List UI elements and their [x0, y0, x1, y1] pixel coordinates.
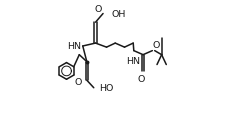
- Text: O: O: [153, 41, 160, 50]
- Text: HN: HN: [68, 42, 81, 50]
- Text: O: O: [138, 74, 145, 83]
- Text: O: O: [75, 78, 82, 87]
- Text: HO: HO: [99, 83, 113, 92]
- Text: HN: HN: [126, 57, 140, 66]
- Text: OH: OH: [112, 10, 126, 19]
- Text: O: O: [94, 5, 102, 14]
